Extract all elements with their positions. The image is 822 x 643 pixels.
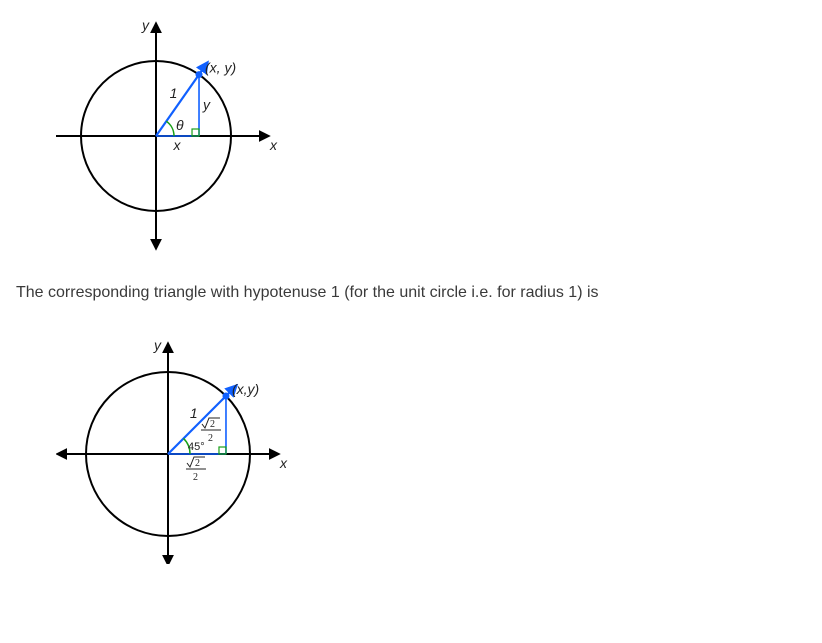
- svg-text:y: y: [202, 96, 211, 112]
- diagram-svg-1: x y (x, y) 1 θ y x: [56, 16, 296, 256]
- svg-text:(x, y): (x, y): [205, 60, 236, 76]
- unit-circle-diagram-general: x y (x, y) 1 θ y x: [56, 16, 806, 256]
- unit-circle-diagram-45deg: xy(x,y)145°2222: [56, 324, 806, 564]
- diagram-svg-2: xy(x,y)145°2222: [56, 324, 316, 564]
- svg-text:(x,y): (x,y): [232, 381, 259, 397]
- caption-text: The corresponding triangle with hypotenu…: [16, 284, 806, 302]
- svg-text:y: y: [141, 17, 150, 33]
- svg-text:2: 2: [195, 458, 200, 469]
- svg-text:y: y: [153, 337, 162, 353]
- svg-text:1: 1: [170, 85, 178, 101]
- svg-text:45°: 45°: [188, 441, 205, 453]
- svg-text:2: 2: [210, 419, 215, 430]
- svg-text:x: x: [173, 137, 182, 153]
- svg-text:2: 2: [208, 433, 213, 444]
- svg-text:θ: θ: [176, 117, 184, 133]
- svg-text:1: 1: [190, 405, 198, 421]
- svg-text:x: x: [279, 455, 288, 471]
- svg-text:x: x: [269, 137, 278, 153]
- svg-text:2: 2: [193, 472, 198, 483]
